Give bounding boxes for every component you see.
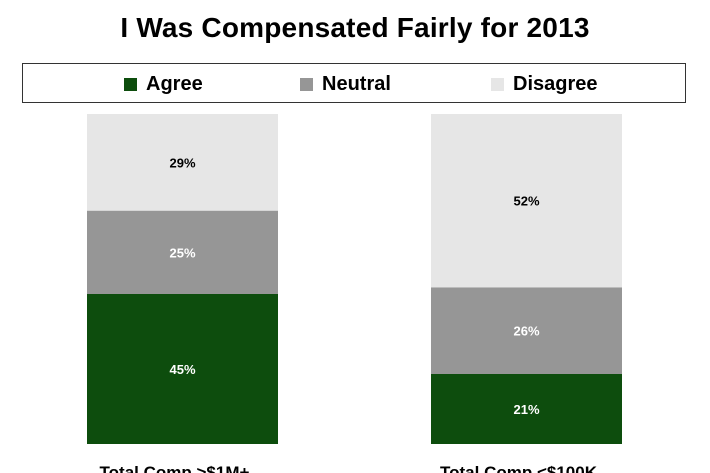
legend-swatch-neutral: [300, 78, 313, 91]
data-label-disagree-1: 52%: [513, 194, 539, 209]
data-label-agree-0: 45%: [169, 362, 195, 377]
chart-title: I Was Compensated Fairly for 2013: [120, 12, 590, 43]
bar-agree-0: [87, 294, 278, 444]
legend-item-disagree: Disagree: [491, 73, 598, 96]
data-label-disagree-0: 29%: [169, 155, 195, 170]
bar-neutral-1: [431, 287, 622, 374]
legend-label-agree: Agree: [146, 73, 203, 95]
bar-disagree-1: [431, 114, 622, 288]
bar-disagree-0: [87, 114, 278, 211]
bar-agree-1: [431, 374, 622, 444]
legend-label-disagree: Disagree: [513, 73, 598, 95]
bar-neutral-0: [87, 210, 278, 294]
data-label-agree-1: 21%: [513, 402, 539, 417]
legend-item-neutral: Neutral: [300, 73, 391, 96]
data-label-neutral-0: 25%: [169, 245, 195, 260]
chart-legend: Agree Neutral Disagree: [22, 63, 686, 103]
legend-label-neutral: Neutral: [322, 73, 391, 95]
category-label-1: Total Comp <$100K: [440, 463, 598, 473]
legend-item-agree: Agree: [124, 73, 203, 96]
category-label-0: Total Comp >$1M+: [100, 463, 250, 473]
legend-swatch-disagree: [491, 78, 504, 91]
data-label-neutral-1: 26%: [513, 324, 539, 339]
legend-swatch-agree: [124, 78, 137, 91]
